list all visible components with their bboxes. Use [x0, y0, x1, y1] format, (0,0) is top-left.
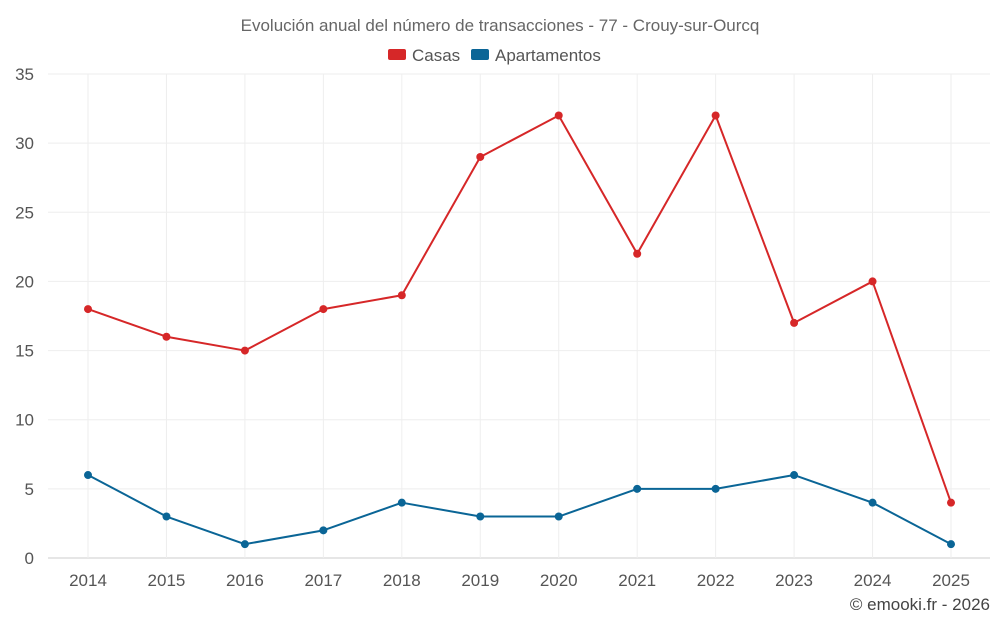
data-point-casas[interactable]	[397, 291, 406, 300]
data-point-apartamentos[interactable]	[319, 526, 328, 535]
x-tick-label: 2016	[226, 571, 264, 590]
y-tick-label: 15	[15, 342, 34, 361]
data-point-apartamentos[interactable]	[476, 512, 485, 521]
data-point-apartamentos[interactable]	[868, 498, 877, 507]
data-point-apartamentos[interactable]	[240, 540, 249, 549]
x-tick-label: 2022	[697, 571, 735, 590]
x-tick-label: 2015	[148, 571, 186, 590]
data-point-casas[interactable]	[84, 305, 92, 314]
data-point-apartamentos[interactable]	[947, 540, 955, 549]
x-tick-label: 2014	[69, 571, 107, 590]
x-tick-label: 2025	[932, 571, 970, 590]
data-point-casas[interactable]	[868, 277, 877, 286]
series-layer	[84, 111, 955, 549]
legend-item-casas[interactable]: Casas	[388, 46, 460, 65]
data-point-casas[interactable]	[711, 111, 720, 120]
y-axis-ticks: 0 5 10 15 20 25 30 35	[15, 65, 34, 568]
data-point-casas[interactable]	[319, 305, 328, 314]
data-point-casas[interactable]	[633, 249, 642, 258]
data-point-casas[interactable]	[790, 318, 799, 327]
legend: Casas Apartamentos	[388, 46, 601, 65]
y-tick-label: 20	[15, 272, 34, 291]
y-tick-label: 10	[15, 411, 34, 430]
series-casas	[84, 111, 955, 507]
x-tick-label: 2018	[383, 571, 421, 590]
data-point-casas[interactable]	[947, 498, 955, 507]
grid	[48, 73, 990, 559]
data-point-apartamentos[interactable]	[84, 471, 92, 480]
data-point-casas[interactable]	[240, 346, 249, 355]
x-tick-label: 2017	[304, 571, 342, 590]
y-tick-label: 30	[15, 134, 34, 153]
y-tick-label: 5	[25, 480, 34, 499]
legend-item-apartamentos[interactable]: Apartamentos	[471, 46, 601, 65]
credit-label: © emooki.fr - 2026	[850, 595, 990, 614]
data-point-apartamentos[interactable]	[633, 484, 642, 493]
x-axis-ticks: 2014 2015 2016 2017 2018 2019 2020 2021 2022 2023…	[69, 571, 970, 590]
chart-title: Evolución anual del número de transaccio…	[241, 16, 760, 35]
legend-label-casas: Casas	[412, 46, 460, 65]
series-line-apartamentos	[87, 474, 952, 546]
x-tick-label: 2021	[618, 571, 656, 590]
x-tick-label: 2023	[775, 571, 813, 590]
data-point-apartamentos[interactable]	[162, 512, 171, 521]
series-apartamentos	[84, 471, 955, 549]
y-tick-label: 0	[25, 549, 34, 568]
x-tick-label: 2020	[540, 571, 578, 590]
data-point-apartamentos[interactable]	[397, 498, 406, 507]
data-point-apartamentos[interactable]	[554, 512, 563, 521]
y-tick-label: 25	[15, 203, 34, 222]
y-tick-label: 35	[15, 65, 34, 84]
legend-label-apartamentos: Apartamentos	[495, 46, 601, 65]
legend-swatch-casas	[388, 49, 406, 60]
data-point-casas[interactable]	[476, 152, 485, 161]
data-point-apartamentos[interactable]	[790, 471, 799, 480]
legend-swatch-apartamentos	[471, 49, 489, 60]
data-point-casas[interactable]	[162, 332, 171, 341]
series-line-casas	[87, 114, 952, 504]
x-tick-label: 2024	[854, 571, 892, 590]
data-point-casas[interactable]	[554, 111, 563, 120]
data-point-apartamentos[interactable]	[711, 484, 720, 493]
x-tick-label: 2019	[461, 571, 499, 590]
